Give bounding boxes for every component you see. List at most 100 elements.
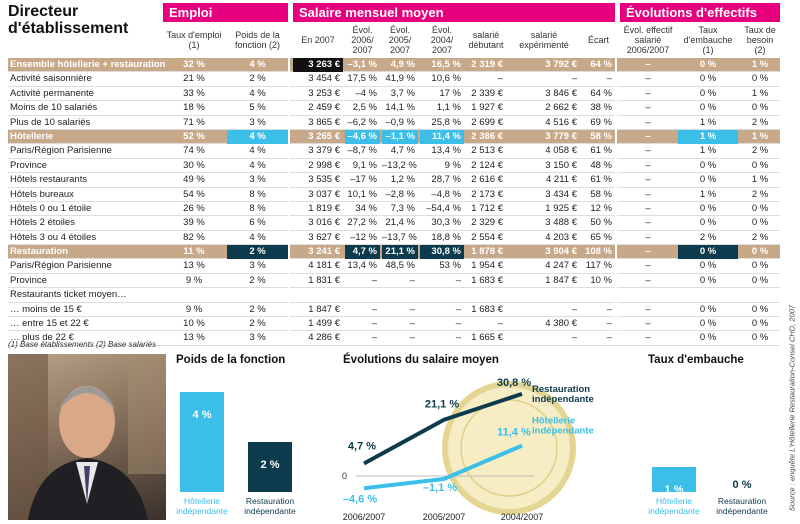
table-cell: 3 535 € xyxy=(308,174,340,186)
table-cell: –3,1 % xyxy=(347,59,377,70)
table-cell: – xyxy=(645,87,651,99)
table-cell xyxy=(345,288,380,302)
table-cell: 3 % xyxy=(249,116,266,128)
row-label: Hôtels 3 ou 4 étoiles xyxy=(10,231,97,243)
table-cell: 2 386 € xyxy=(471,130,503,142)
table-cell: 2 124 € xyxy=(471,159,503,171)
table-cell: 1 712 € xyxy=(471,202,503,214)
table-cell: 1 % xyxy=(699,116,717,128)
table-cell: 1 878 € xyxy=(471,246,503,258)
table-cell: 0 % xyxy=(751,303,769,315)
table-cell: 69 % xyxy=(590,116,612,128)
table-cell: – xyxy=(606,332,612,344)
table-cell: –17 % xyxy=(350,174,377,186)
table-cell: – xyxy=(497,73,503,85)
table-cell: 9,1 % xyxy=(352,159,377,171)
table-cell: 1 % xyxy=(751,87,769,99)
row-label: Paris/Région Parisienne xyxy=(10,260,112,272)
table-cell: 4 516 € xyxy=(545,116,577,128)
table-cell: 0 % xyxy=(751,102,769,114)
table-cell: 7,3 % xyxy=(390,202,415,214)
table-cell: –13,2 % xyxy=(382,159,417,171)
table-cell: 71 % xyxy=(183,116,205,128)
table-cell: 3 379 € xyxy=(308,145,340,157)
table-cell: –54,4 % xyxy=(426,202,461,214)
category-label: Hôtellerie xyxy=(184,496,220,506)
table-cell: 2 % xyxy=(249,318,266,330)
table-cell: 1 831 € xyxy=(308,274,340,286)
table-cell: 3,7 % xyxy=(390,87,415,99)
table-cell: 0 % xyxy=(751,246,769,258)
table-cell: 1 954 € xyxy=(471,260,503,272)
table-cell: 27,2 % xyxy=(347,217,377,229)
bar-0 xyxy=(652,467,696,492)
table-cell: 30 % xyxy=(183,159,205,171)
table-row: Province 9 % 2 % 1 831 € – – –1 683 €1 847 €10… xyxy=(8,274,780,289)
table-cell: 2 554 € xyxy=(471,231,503,243)
data-table: Ensemble hôtellerie + restauration 32 % 4 … xyxy=(8,58,780,346)
table-row: Ensemble hôtellerie + restauration 32 % 4 … xyxy=(8,58,780,73)
table-cell: – xyxy=(645,318,651,330)
table-cell: 2 % xyxy=(751,116,769,128)
subheader-embauche: Taux d'embauche (1) xyxy=(683,25,733,55)
table-cell: 3 150 € xyxy=(545,159,577,171)
table-cell: 4 181 € xyxy=(308,260,340,272)
table-row: Hôtels 2 étoiles 39 % 6 % 3 016 € 27,2 % 21,4… xyxy=(8,216,780,231)
table-row: Hôtellerie 52 % 4 % 3 265 € –4,6 % –1,1 % 11,4… xyxy=(8,129,780,145)
category-label: indépendante xyxy=(716,506,768,516)
table-cell: – xyxy=(645,116,651,128)
table-cell: 1 % xyxy=(751,174,769,186)
table-cell: 3 263 € xyxy=(293,58,343,72)
table-cell: –4,6 % xyxy=(345,129,380,144)
table-cell: 2 319 € xyxy=(471,59,503,70)
series-name: indépendante xyxy=(532,426,594,437)
table-cell: 18,8 % xyxy=(431,231,461,243)
table-cell: – xyxy=(371,303,377,315)
series-line-1 xyxy=(363,443,523,491)
table-cell: 3 265 € xyxy=(308,130,340,142)
data-label: 21,1 % xyxy=(425,399,459,411)
table-cell: – xyxy=(371,318,377,330)
table-cell: 39 % xyxy=(183,217,205,229)
table-cell: 9 % xyxy=(185,303,203,315)
table-cell: – xyxy=(409,318,415,330)
table-cell: 17 % xyxy=(439,87,461,99)
table-cell: 13,4 % xyxy=(431,145,461,157)
zero-label: 0 xyxy=(342,471,347,481)
subheader-experimente: salarié expérimenté xyxy=(519,30,569,50)
table-cell: 64 % xyxy=(590,87,612,99)
table-row: Paris/Région Parisienne 74 % 4 % 3 379 € –8,… xyxy=(8,144,780,159)
table-cell: 4,7 % xyxy=(345,245,380,260)
table-cell: 0 % xyxy=(751,332,769,344)
row-label: Province xyxy=(10,274,47,286)
table-cell: 0 % xyxy=(751,274,769,286)
table-cell: 1 665 € xyxy=(471,332,503,344)
table-cell: 1 847 € xyxy=(308,303,340,315)
bar-1 xyxy=(248,442,292,492)
group-header-salaire: Salaire mensuel moyen xyxy=(293,3,615,22)
table-cell: 2 % xyxy=(751,145,769,157)
table-cell: –4 % xyxy=(355,87,377,99)
row-label: Hôtels 2 étoiles xyxy=(10,217,75,229)
subheader-evol2: Évol. 2005/ 2007 xyxy=(388,25,412,55)
table-cell: 1 925 € xyxy=(545,202,577,214)
table-row: Hôtels restaurants 49 % 3 % 3 535 € –17 % 1,2… xyxy=(8,173,780,188)
table-cell xyxy=(163,288,225,302)
subheader-evol1: Évol. 2006/ 2007 xyxy=(351,25,374,55)
table-cell: 11,4 % xyxy=(420,129,464,144)
bar-value-label: 1 % xyxy=(665,484,684,496)
table-cell: 28,7 % xyxy=(431,174,461,186)
series-name: Restauration xyxy=(532,384,590,395)
table-cell: 1,2 % xyxy=(390,174,415,186)
table-cell: 4 % xyxy=(249,145,266,157)
table-cell: 3 434 € xyxy=(545,188,577,200)
table-cell: – xyxy=(645,217,651,229)
table-row: Paris/Région Parisienne 13 % 3 % 4 181 € 13,… xyxy=(8,259,780,274)
table-cell: –2,8 % xyxy=(385,188,415,200)
table-cell: 1 499 € xyxy=(308,318,340,330)
table-cell: 10 % xyxy=(590,274,612,286)
table-cell: 33 % xyxy=(183,87,205,99)
table-cell: – xyxy=(371,274,377,286)
table-cell: 3 488 € xyxy=(545,217,577,229)
table-cell: 16,5 % xyxy=(431,59,461,70)
